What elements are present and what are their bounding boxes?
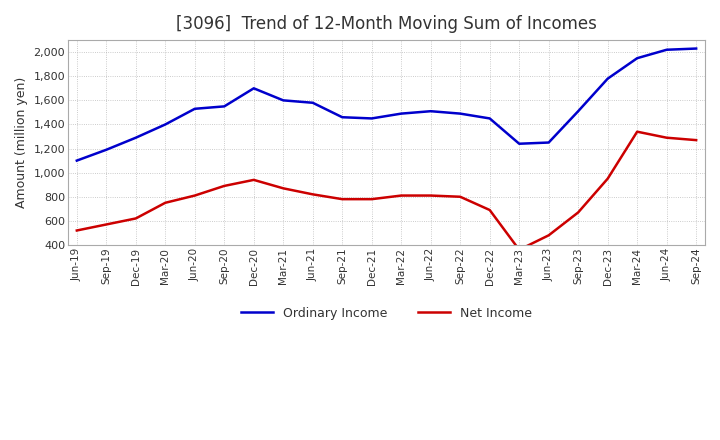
Ordinary Income	[102, 147, 111, 152]
Net Income	[574, 210, 582, 215]
Ordinary Income	[662, 47, 671, 52]
Ordinary Income	[603, 76, 612, 81]
Ordinary Income	[574, 109, 582, 114]
Ordinary Income	[161, 122, 170, 127]
Net Income	[662, 135, 671, 140]
Ordinary Income	[73, 158, 81, 163]
Net Income	[220, 183, 228, 189]
Net Income	[102, 222, 111, 227]
Net Income	[456, 194, 464, 199]
Net Income	[426, 193, 435, 198]
Ordinary Income	[692, 46, 701, 51]
Net Income	[308, 192, 317, 197]
Net Income	[279, 186, 287, 191]
Ordinary Income	[633, 55, 642, 61]
Net Income	[544, 233, 553, 238]
Ordinary Income	[308, 100, 317, 106]
Ordinary Income	[220, 104, 228, 109]
Ordinary Income	[426, 109, 435, 114]
Y-axis label: Amount (million yen): Amount (million yen)	[15, 77, 28, 208]
Net Income	[397, 193, 405, 198]
Net Income	[161, 200, 170, 205]
Legend: Ordinary Income, Net Income: Ordinary Income, Net Income	[236, 302, 536, 325]
Net Income	[73, 228, 81, 233]
Ordinary Income	[191, 106, 199, 111]
Line: Ordinary Income: Ordinary Income	[77, 48, 696, 161]
Ordinary Income	[367, 116, 376, 121]
Ordinary Income	[249, 86, 258, 91]
Ordinary Income	[544, 140, 553, 145]
Title: [3096]  Trend of 12-Month Moving Sum of Incomes: [3096] Trend of 12-Month Moving Sum of I…	[176, 15, 597, 33]
Line: Net Income: Net Income	[77, 132, 696, 250]
Net Income	[367, 197, 376, 202]
Net Income	[338, 197, 346, 202]
Net Income	[692, 137, 701, 143]
Net Income	[603, 176, 612, 181]
Ordinary Income	[132, 135, 140, 140]
Net Income	[633, 129, 642, 134]
Ordinary Income	[456, 111, 464, 116]
Ordinary Income	[279, 98, 287, 103]
Ordinary Income	[397, 111, 405, 116]
Net Income	[249, 177, 258, 183]
Ordinary Income	[485, 116, 494, 121]
Net Income	[132, 216, 140, 221]
Ordinary Income	[515, 141, 523, 147]
Net Income	[515, 247, 523, 253]
Net Income	[485, 207, 494, 213]
Net Income	[191, 193, 199, 198]
Ordinary Income	[338, 114, 346, 120]
